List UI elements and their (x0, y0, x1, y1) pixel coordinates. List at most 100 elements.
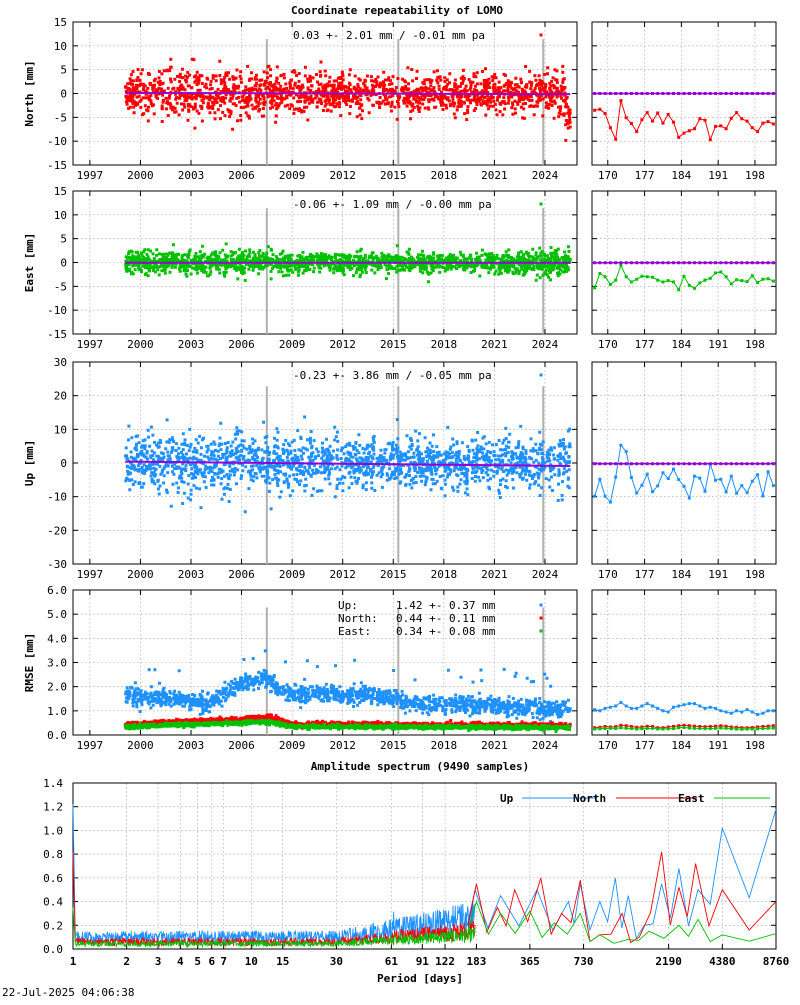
x-tick-label: 4 (177, 955, 184, 968)
x-tick-label: 2012 (329, 568, 356, 581)
y-tick-label: 0.0 (47, 729, 67, 742)
x-tick-label: 2000 (127, 169, 154, 182)
y-tick-label: -15 (47, 328, 67, 341)
x-tick-label: 198 (745, 169, 765, 182)
plot-frame (72, 589, 578, 736)
x-tick-label: 2003 (178, 739, 205, 752)
y-tick-label: 0.2 (43, 919, 63, 932)
y-tick-label: 15 (54, 185, 67, 198)
x-tick-label: 1997 (77, 338, 104, 351)
y-tick-label: -10 (47, 491, 67, 504)
x-tick-label: 170 (598, 169, 618, 182)
x-tick-label: 1997 (77, 169, 104, 182)
x-tick-label: 1 (70, 955, 77, 968)
plot-frame (72, 21, 578, 166)
x-tick-label: 198 (745, 338, 765, 351)
x-tick-label: 2021 (481, 169, 508, 182)
y-tick-label: 15 (54, 16, 67, 29)
north-axis-label: North [mm] (23, 60, 36, 126)
rmse-legend-name: East: (338, 625, 371, 638)
x-tick-label: 1997 (77, 739, 104, 752)
spectrum-north-line (72, 851, 777, 948)
rmse-zoom-panel: 170 177 184 191 198 (591, 589, 777, 752)
x-tick-label: 191 (708, 568, 728, 581)
rmse-legend-value: 1.42 +- 0.37 mm (396, 599, 496, 612)
up-zoom-points (593, 443, 775, 504)
spectrum-legend-up: Up (500, 792, 514, 805)
spectrum-east-line (72, 900, 777, 949)
x-tick-label: 191 (708, 739, 728, 752)
y-tick-label: 0.8 (43, 848, 63, 861)
up-axis-label: Up [mm] (23, 440, 36, 486)
rmse-up-zoom-points (593, 700, 775, 716)
plot-frame (72, 190, 578, 335)
x-tick-label: 177 (635, 338, 655, 351)
up-zoom-panel: 170 177 184 191 198 (591, 361, 777, 581)
y-tick-label: 0 (60, 457, 67, 470)
x-tick-label: 730 (574, 955, 594, 968)
x-tick-label: 2021 (481, 568, 508, 581)
y-tick-label: 0.0 (43, 943, 63, 956)
y-tick-label: 6.0 (47, 584, 67, 597)
spectrum-legend-north: North (573, 792, 606, 805)
east-legend-mark (539, 202, 543, 206)
rmse-east-zoom-points (593, 726, 775, 731)
spectrum-title: Amplitude spectrum (9490 samples) (311, 760, 530, 773)
x-tick-label: 170 (598, 338, 618, 351)
y-tick-label: -5 (54, 111, 67, 124)
x-tick-label: 2024 (532, 568, 559, 581)
north-zoom-trend-points (593, 92, 775, 95)
x-tick-label: 2012 (329, 739, 356, 752)
east-zoom-points (593, 263, 775, 292)
figure-title: Coordinate repeatability of LOMO (291, 4, 503, 17)
rmse-east-points (123, 718, 572, 734)
up-stats-annotation: -0.23 +- 3.86 mm / -0.05 mm pa (293, 369, 492, 382)
x-tick-label: 184 (671, 169, 691, 182)
plot-frame (591, 589, 777, 736)
x-tick-label: 198 (745, 568, 765, 581)
y-tick-label: -30 (47, 558, 67, 571)
y-tick-label: -15 (47, 159, 67, 172)
x-tick-label: 2018 (431, 739, 458, 752)
y-tick-label: 5.0 (47, 608, 67, 621)
x-tick-label: 2012 (329, 338, 356, 351)
x-tick-label: 2015 (380, 338, 407, 351)
y-tick-label: 20 (54, 390, 67, 403)
north-timeseries-panel: 15 10 5 0 -5 -10 -15 1997 2000 2003 2006 2009 2012 20… (23, 16, 578, 182)
north-stats-annotation: 0.03 +- 2.01 mm / -0.01 mm pa (293, 29, 485, 42)
y-tick-label: 10 (54, 423, 67, 436)
x-tick-label: 177 (635, 568, 655, 581)
x-tick-label: 10 (245, 955, 258, 968)
x-tick-label: 2006 (228, 338, 255, 351)
x-tick-label: 2003 (178, 568, 205, 581)
rmse-legend-name: North: (338, 612, 378, 625)
x-tick-label: 2 (123, 955, 130, 968)
y-tick-label: 0 (60, 257, 67, 270)
y-tick-label: -10 (47, 135, 67, 148)
y-tick-label: 5 (60, 64, 67, 77)
rmse-axis-label: RMSE [mm] (23, 633, 36, 693)
north-zoom-panel: 170 177 184 191 198 (591, 21, 777, 182)
plot-frame (591, 361, 777, 565)
up-timeseries-panel: 30 20 10 0 -10 -20 -30 1997 2000 2003 2006 2009 2012… (23, 356, 578, 581)
x-tick-label: 177 (635, 739, 655, 752)
x-tick-label: 2021 (481, 739, 508, 752)
rmse-legend-value: 0.44 +- 0.11 mm (396, 612, 496, 625)
rmse-legend-name: Up: (338, 599, 358, 612)
x-tick-label: 2000 (127, 739, 154, 752)
x-tick-label: 2006 (228, 739, 255, 752)
north-legend-mark (539, 33, 543, 37)
x-tick-label: 170 (598, 739, 618, 752)
x-tick-label: 2021 (481, 338, 508, 351)
x-tick-label: 122 (435, 955, 455, 968)
x-tick-label: 30 (330, 955, 343, 968)
y-tick-label: 1.4 (43, 777, 63, 790)
x-tick-label: 6 (208, 955, 215, 968)
x-tick-label: 4380 (709, 955, 736, 968)
y-tick-label: 30 (54, 356, 67, 369)
x-tick-label: 3 (155, 955, 162, 968)
y-tick-label: 10 (54, 40, 67, 53)
figure-timestamp: 22-Jul-2025 04:06:38 (2, 986, 134, 999)
